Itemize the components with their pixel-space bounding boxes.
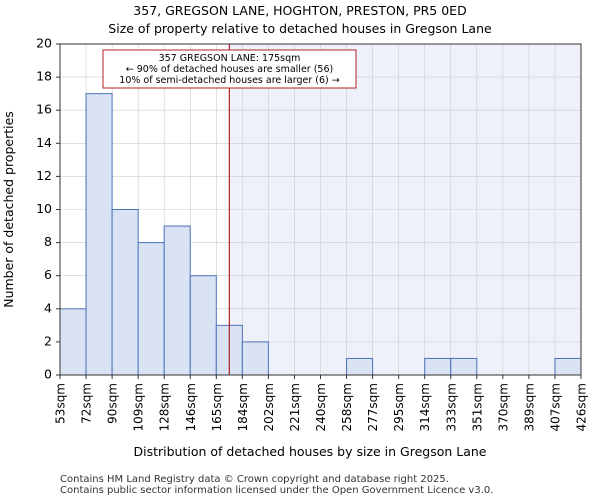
bar-314sqm bbox=[424, 357, 452, 376]
y-axis-ticks: 0 2 4 6 8 10 12 14 16 18 20 bbox=[36, 36, 60, 382]
x-tick-label-240sqm: 240sqm bbox=[314, 383, 328, 431]
bar-109sqm bbox=[137, 242, 165, 376]
x-tick-label-426sqm: 426sqm bbox=[575, 383, 589, 431]
y-axis-label: Number of detached properties bbox=[1, 111, 16, 308]
x-tick-label-128sqm: 128sqm bbox=[158, 383, 172, 431]
x-tick-label-109sqm: 109sqm bbox=[132, 383, 146, 431]
x-tick-label-202sqm: 202sqm bbox=[262, 383, 276, 431]
footer-line-2: Contains public sector information licen… bbox=[60, 485, 493, 496]
chart-subtitle: Size of property relative to detached ho… bbox=[108, 21, 492, 36]
x-tick-label-333sqm: 333sqm bbox=[444, 383, 458, 431]
x-tick-label-165sqm: 165sqm bbox=[210, 383, 224, 431]
annotation-box bbox=[102, 49, 357, 89]
y-tick-label-4: 4 bbox=[44, 300, 52, 315]
x-tick-label-314sqm: 314sqm bbox=[418, 383, 432, 431]
x-tick-label-221sqm: 221sqm bbox=[288, 383, 302, 431]
bar-184sqm bbox=[241, 341, 269, 376]
y-tick-label-18: 18 bbox=[36, 69, 52, 84]
x-tick-label-389sqm: 389sqm bbox=[522, 383, 536, 431]
bar-90sqm bbox=[111, 209, 139, 376]
y-tick-label-2: 2 bbox=[44, 333, 52, 348]
bar-258sqm bbox=[346, 357, 374, 376]
x-axis-label: Distribution of detached houses by size … bbox=[133, 444, 486, 459]
footer-line-1: Contains HM Land Registry data © Crown c… bbox=[60, 474, 449, 485]
y-tick-label-16: 16 bbox=[36, 102, 52, 117]
x-axis-ticks: 53sqm 72sqm 90sqm 109sqm 128sqm 146sqm 165sqm 1… bbox=[54, 375, 589, 431]
x-tick-label-295sqm: 295sqm bbox=[392, 383, 406, 431]
x-tick-label-351sqm: 351sqm bbox=[470, 383, 484, 431]
bar-407sqm bbox=[554, 357, 582, 376]
annotation-line-3: 10% of semi-detached houses are larger (… bbox=[119, 75, 339, 86]
y-tick-label-20: 20 bbox=[36, 36, 52, 51]
y-tick-label-0: 0 bbox=[44, 367, 52, 382]
y-tick-label-6: 6 bbox=[44, 267, 52, 282]
y-tick-label-8: 8 bbox=[44, 234, 52, 249]
x-tick-label-90sqm: 90sqm bbox=[106, 383, 120, 424]
y-tick-label-12: 12 bbox=[36, 168, 52, 183]
bar-53sqm bbox=[59, 308, 87, 376]
annotation-line-2: ← 90% of detached houses are smaller (56… bbox=[126, 64, 333, 75]
x-tick-label-407sqm: 407sqm bbox=[548, 383, 562, 431]
bar-72sqm bbox=[85, 93, 113, 376]
x-tick-label-146sqm: 146sqm bbox=[184, 383, 198, 431]
y-tick-label-10: 10 bbox=[36, 201, 52, 216]
property-annotation: 357 GREGSON LANE: 175sqm ← 90% of detach… bbox=[102, 49, 357, 89]
x-tick-label-184sqm: 184sqm bbox=[236, 383, 250, 431]
x-tick-label-370sqm: 370sqm bbox=[496, 383, 510, 431]
x-tick-label-277sqm: 277sqm bbox=[366, 383, 380, 431]
x-tick-label-72sqm: 72sqm bbox=[80, 383, 94, 424]
bar-333sqm bbox=[450, 357, 478, 376]
chart-title: 357, GREGSON LANE, HOGHTON, PRESTON, PR5… bbox=[133, 3, 466, 18]
x-tick-label-258sqm: 258sqm bbox=[340, 383, 354, 431]
y-tick-label-14: 14 bbox=[36, 135, 52, 150]
annotation-line-1: 357 GREGSON LANE: 175sqm bbox=[159, 53, 301, 64]
bars bbox=[59, 93, 582, 376]
bar-146sqm bbox=[189, 275, 217, 376]
x-tick-label-53sqm: 53sqm bbox=[54, 383, 68, 424]
bar-128sqm bbox=[163, 225, 191, 376]
